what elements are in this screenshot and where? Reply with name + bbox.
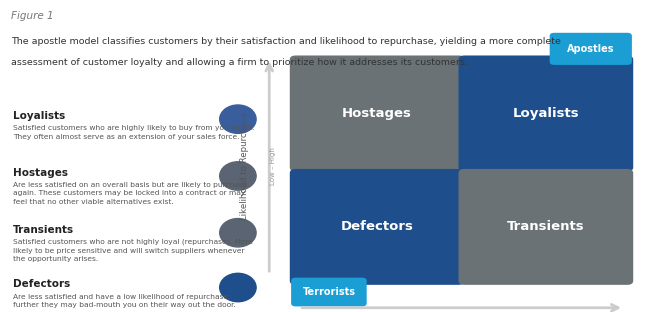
Text: Transients: Transients <box>13 225 74 235</box>
Text: Apostles: Apostles <box>567 44 614 54</box>
Text: Low – High: Low – High <box>270 147 276 185</box>
Text: assessment of customer loyalty and allowing a firm to prioritize how it addresse: assessment of customer loyalty and allow… <box>11 58 468 67</box>
Circle shape <box>220 105 256 134</box>
Text: Satisfied customers who are highly likely to buy from you again.
They often almo: Satisfied customers who are highly likel… <box>13 125 254 139</box>
Text: Are less satisfied and have a low likelihood of repurchase;
further they may bad: Are less satisfied and have a low likeli… <box>13 294 236 308</box>
Text: Are less satisfied on an overall basis but are likely to purchase
again. These c: Are less satisfied on an overall basis b… <box>13 182 248 205</box>
Text: Transients: Transients <box>507 220 585 233</box>
Circle shape <box>220 273 256 302</box>
Circle shape <box>220 162 256 190</box>
Text: Figure 1: Figure 1 <box>11 11 54 21</box>
Circle shape <box>220 218 256 247</box>
Text: Loyalists: Loyalists <box>513 107 579 120</box>
FancyBboxPatch shape <box>458 169 633 285</box>
Text: Defectors: Defectors <box>341 220 413 233</box>
Text: The apostle model classifies customers by their satisfaction and likelihood to r: The apostle model classifies customers b… <box>11 37 561 46</box>
FancyBboxPatch shape <box>290 56 465 171</box>
FancyBboxPatch shape <box>291 278 367 306</box>
FancyBboxPatch shape <box>458 56 633 171</box>
Text: Defectors: Defectors <box>13 280 70 290</box>
FancyBboxPatch shape <box>550 33 632 65</box>
FancyBboxPatch shape <box>290 169 465 285</box>
Text: Loyalists: Loyalists <box>13 111 65 121</box>
Text: Hostages: Hostages <box>342 107 412 120</box>
Text: Hostages: Hostages <box>13 168 68 178</box>
Text: Terrorists: Terrorists <box>302 287 356 297</box>
Text: Likelihood to Repurchase: Likelihood to Repurchase <box>240 112 249 220</box>
Text: Satisfied customers who are not highly loyal (repurchase). More
likely to be pri: Satisfied customers who are not highly l… <box>13 239 253 262</box>
